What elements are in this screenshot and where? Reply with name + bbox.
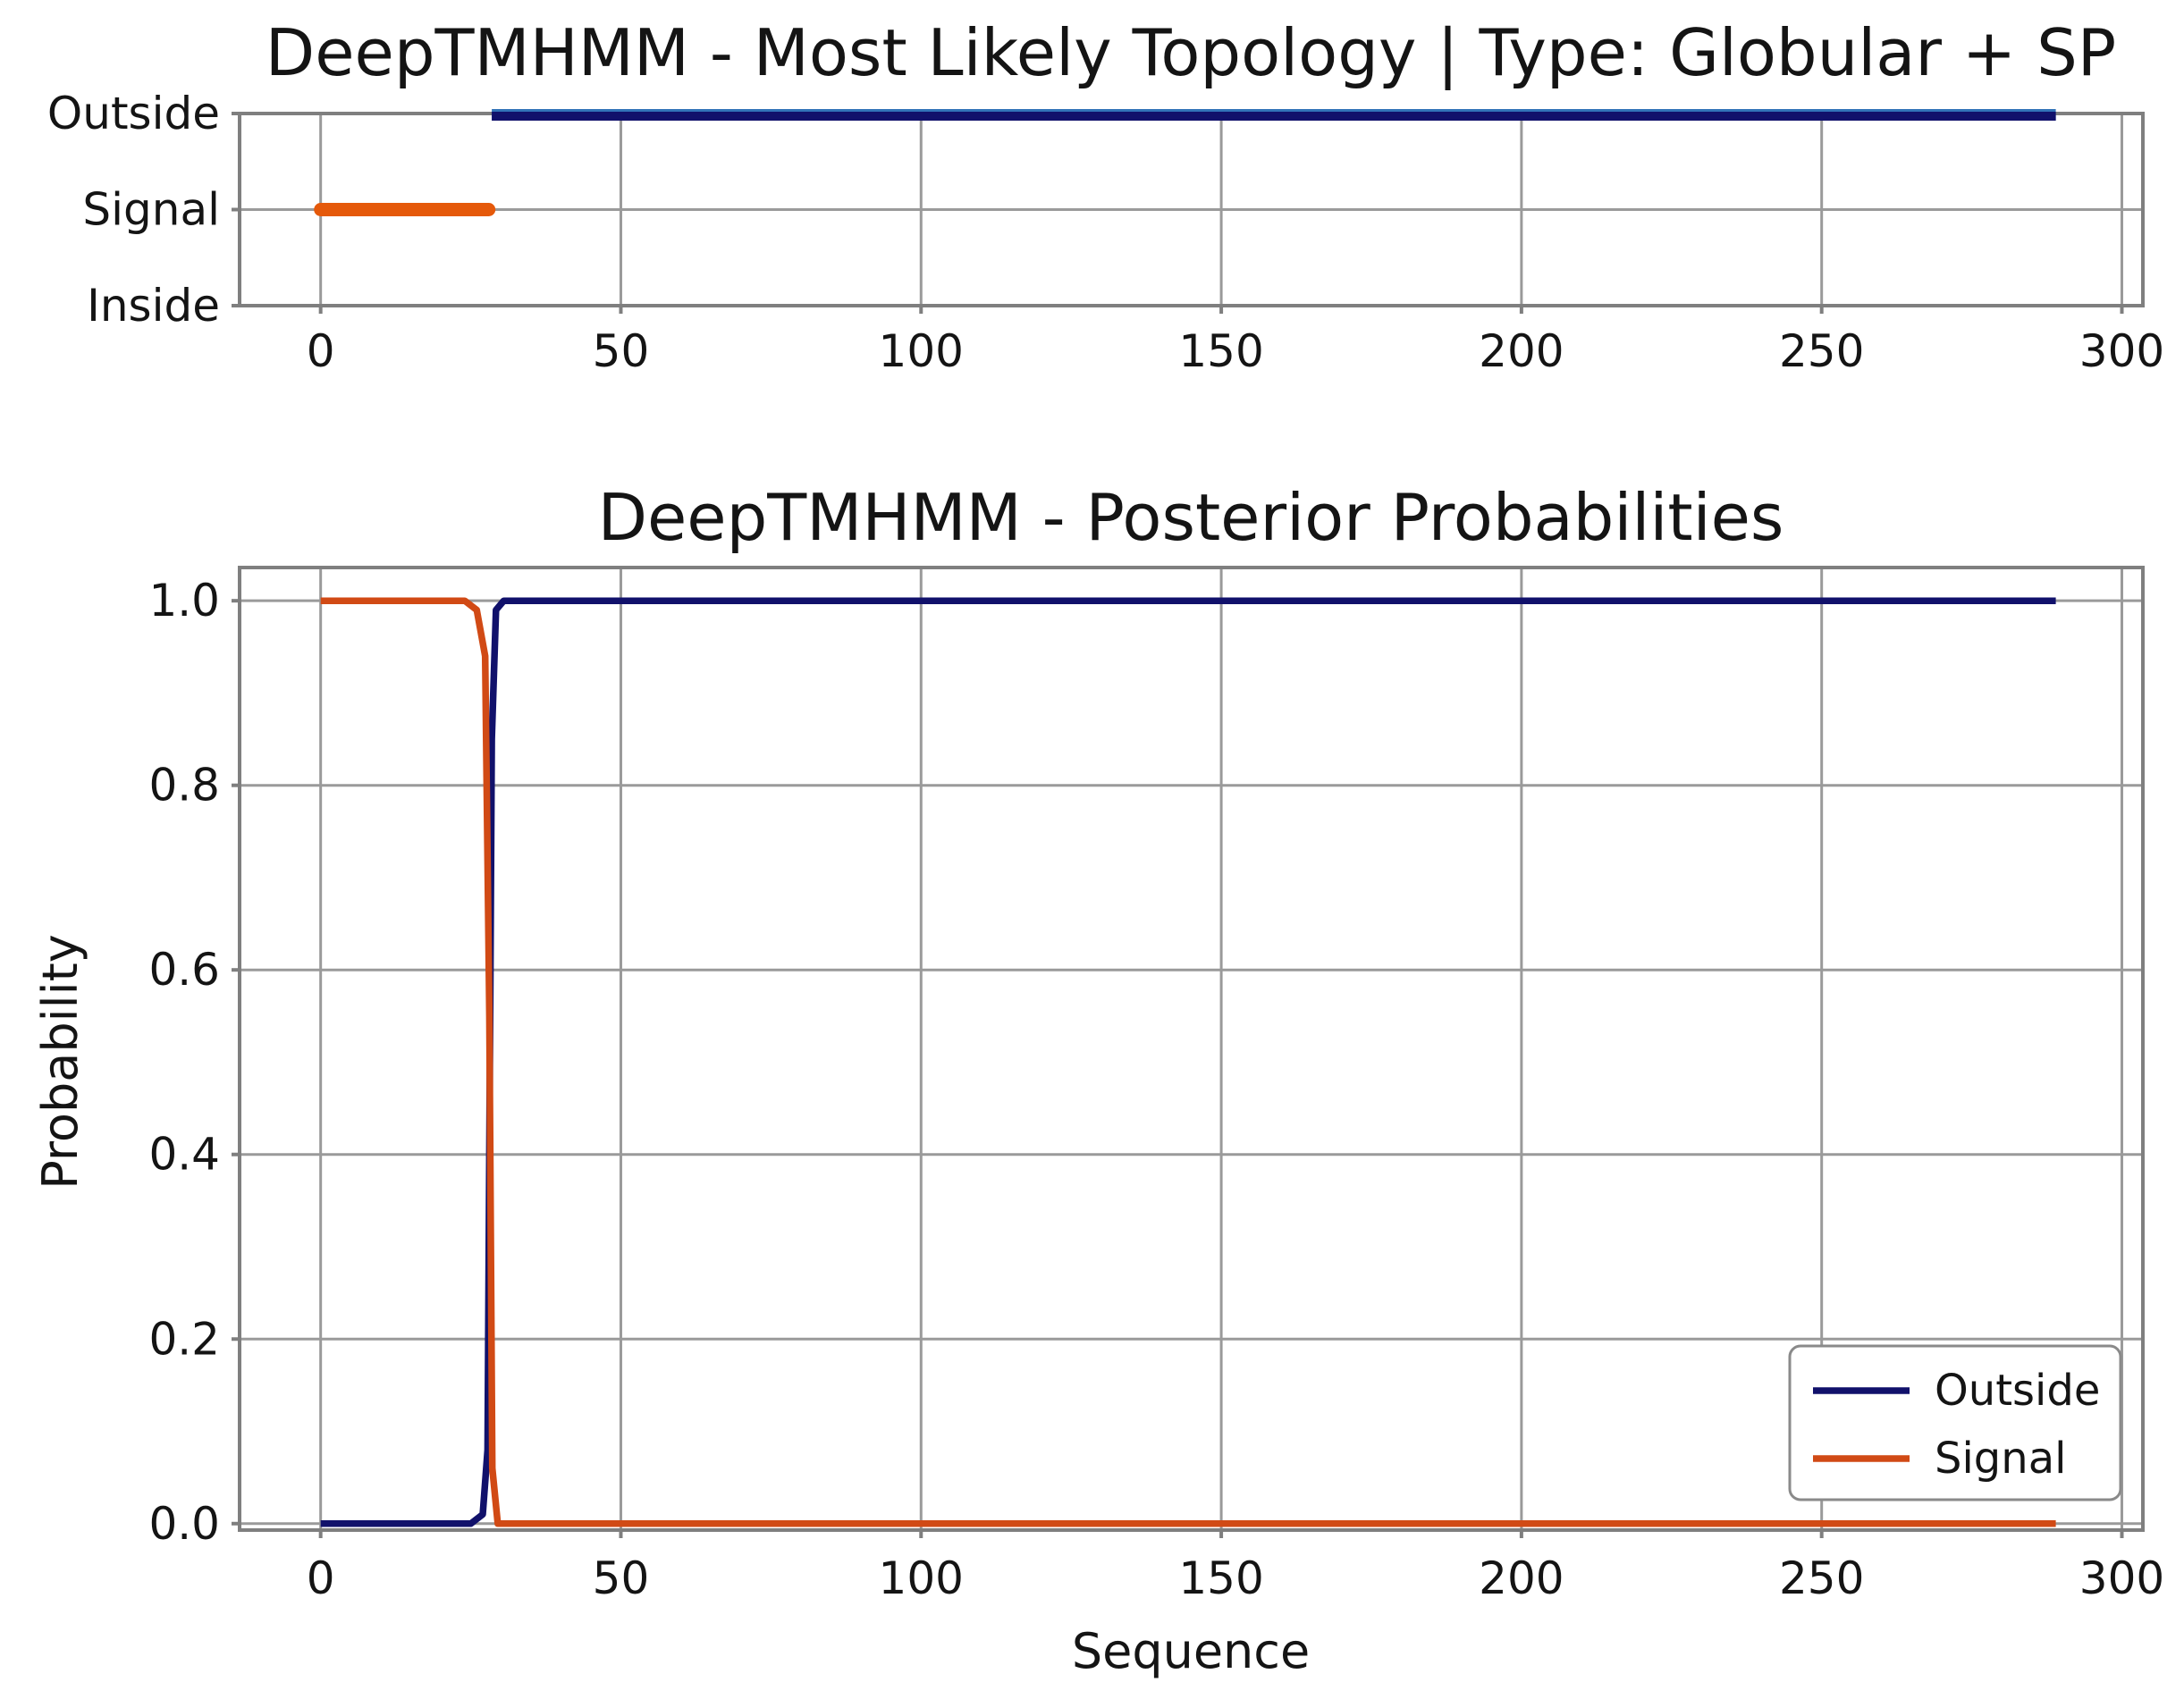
- x-tick-label: 100: [879, 1552, 964, 1604]
- x-tick-label: 200: [1479, 325, 1564, 377]
- x-tick-label: 0: [307, 1552, 335, 1604]
- x-tick-label: 150: [1178, 1552, 1263, 1604]
- topology-plot-generated: 0 50 100 150 200 250 300 Outside Signal Inside: [47, 88, 2164, 377]
- x-tick-label: 150: [1178, 325, 1263, 377]
- x-tick-label: 250: [1779, 325, 1864, 377]
- y-tick-label: Outside: [47, 88, 220, 139]
- x-tick-label: 50: [593, 1552, 650, 1604]
- x-tick-label: 300: [2079, 1552, 2164, 1604]
- legend-outside-label: Outside: [1935, 1366, 2100, 1416]
- y-tick-label: 1.0: [148, 575, 220, 627]
- legend: Outside Signal: [1788, 1344, 2122, 1501]
- series-line-signal: [320, 597, 2056, 1527]
- plot-frame: [238, 566, 2145, 1532]
- topology-title: DeepTMHMM - Most Likely Topology | Type:…: [266, 15, 2116, 91]
- y-tick-label: Inside: [87, 280, 220, 332]
- y-tick-label: 0.2: [148, 1313, 220, 1365]
- x-tick-label: 0: [307, 325, 335, 377]
- posterior-title: DeepTMHMM - Posterior Probabilities: [598, 480, 1784, 555]
- y-tick-label: 0.6: [148, 944, 220, 996]
- x-tick-label: 50: [593, 325, 650, 377]
- y-tick-label: Signal: [82, 184, 220, 236]
- posterior-plot: 0 50 100 150 200 250 300 0.0 0.2 0.4 0.6 0.8 1.0 Dee…: [32, 480, 2164, 1679]
- x-tick-label: 300: [2079, 325, 2164, 377]
- posterior-plot-generated: 0 50 100 150 200 250 300 0.0 0.2 0.4 0.6 0.8 1.0: [148, 566, 2164, 1604]
- x-tick-label: 250: [1779, 1552, 1864, 1604]
- y-tick-label: 0.4: [148, 1129, 220, 1181]
- y-tick-label: 0.0: [148, 1498, 220, 1550]
- topology-plot: 0 50 100 150 200 250 300 Outside Signal Inside De…: [47, 15, 2164, 377]
- x-tick-label: 200: [1479, 1552, 1564, 1604]
- x-axis-label: Sequence: [1072, 1623, 1310, 1679]
- y-tick-label: 0.8: [148, 760, 220, 812]
- x-tick-label: 100: [879, 325, 964, 377]
- y-axis-label: Probability: [32, 934, 89, 1189]
- legend-signal-label: Signal: [1935, 1434, 2066, 1484]
